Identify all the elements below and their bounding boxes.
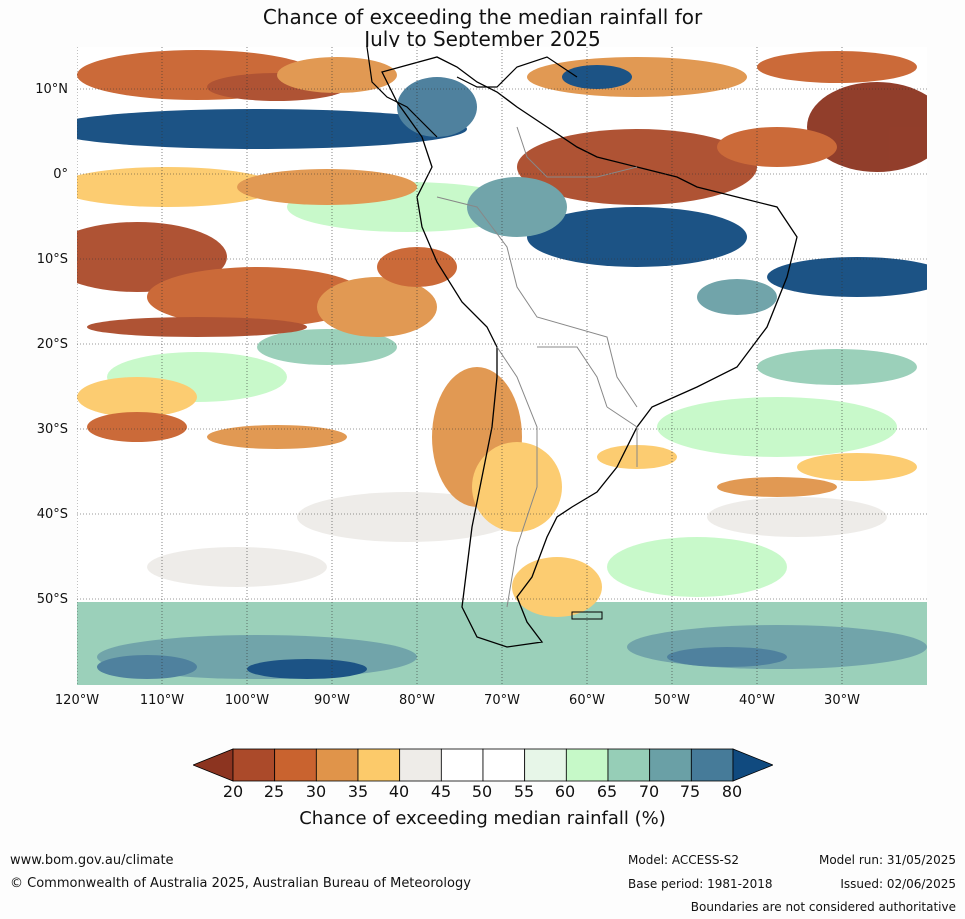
rainfall-map xyxy=(77,47,927,685)
lon-label-100w: 100°W xyxy=(224,693,270,708)
legend-tick-50: 50 xyxy=(471,782,493,801)
legend-tick-65: 65 xyxy=(596,782,618,801)
base-period-info: Base period: 1981-2018 xyxy=(628,877,773,891)
legend-swatch-25 xyxy=(274,748,317,782)
legend-tick-75: 75 xyxy=(679,782,701,801)
country-borders xyxy=(436,126,638,608)
central-america-coastline xyxy=(366,47,578,138)
legend-tick-40: 40 xyxy=(388,782,410,801)
legend-tick-60: 60 xyxy=(554,782,576,801)
lat-label-10n: 10°N xyxy=(35,82,68,97)
legend-swatch-45 xyxy=(440,748,484,782)
map-title-line-1: Chance of exceeding the median rainfall … xyxy=(262,5,703,29)
lat-label-20s: 20°S xyxy=(36,337,68,352)
probability-field xyxy=(77,50,927,685)
graticule xyxy=(77,47,927,685)
south-america-coastline xyxy=(381,56,798,648)
legend-colorbar xyxy=(193,748,773,782)
lat-label-10s: 10°S xyxy=(36,252,68,267)
issued-date: Issued: 02/06/2025 xyxy=(840,877,956,891)
lat-label-50s: 50°S xyxy=(36,592,68,607)
legend-swatch-65 xyxy=(607,748,651,782)
lon-label-30w: 30°W xyxy=(824,693,860,708)
model-run-info: Model run: 31/05/2025 xyxy=(818,853,956,867)
lat-label-0: 0° xyxy=(53,167,68,182)
model-info: Model: ACCESS-S2 xyxy=(628,853,740,867)
lon-label-60w: 60°W xyxy=(569,693,605,708)
lon-label-70w: 70°W xyxy=(484,693,520,708)
legend-swatch-50 xyxy=(482,748,526,782)
legend-tick-55: 55 xyxy=(513,782,535,801)
lon-label-120w: 120°W xyxy=(54,693,100,708)
legend-swatch-40 xyxy=(399,748,442,782)
boundary-disclaimer: Boundaries are not considered authoritat… xyxy=(690,900,956,914)
map-title-line-2: July to September 2025 xyxy=(364,27,601,51)
copyright-notice: © Commonwealth of Australia 2025, Austra… xyxy=(10,876,471,891)
lon-label-90w: 90°W xyxy=(314,693,350,708)
lon-label-80w: 80°W xyxy=(399,693,435,708)
legend-swatch-above-80 xyxy=(732,748,773,782)
legend-tick-70: 70 xyxy=(638,782,660,801)
legend-swatch-70 xyxy=(649,748,692,782)
lat-label-30s: 30°S xyxy=(36,422,68,437)
legend-tick-30: 30 xyxy=(305,782,327,801)
legend-tick-25: 25 xyxy=(263,782,285,801)
legend-tick-35: 35 xyxy=(347,782,369,801)
legend-swatch-below-20 xyxy=(193,748,234,782)
lon-label-110w: 110°W xyxy=(139,693,185,708)
website-link[interactable]: www.bom.gov.au/climate xyxy=(10,853,174,868)
legend-swatch-55 xyxy=(524,748,567,782)
legend-swatch-60 xyxy=(565,748,609,782)
legend-caption: Chance of exceeding median rainfall (%) xyxy=(299,808,666,829)
legend-swatch-20 xyxy=(232,748,276,782)
lon-label-40w: 40°W xyxy=(739,693,775,708)
lat-label-40s: 40°S xyxy=(36,507,68,522)
legend-swatch-75 xyxy=(690,748,734,782)
legend-swatch-30 xyxy=(315,748,359,782)
lon-label-50w: 50°W xyxy=(654,693,690,708)
legend-tick-80: 80 xyxy=(721,782,743,801)
legend-tick-20: 20 xyxy=(222,782,244,801)
legend-swatch-35 xyxy=(357,748,401,782)
legend-tick-45: 45 xyxy=(430,782,452,801)
